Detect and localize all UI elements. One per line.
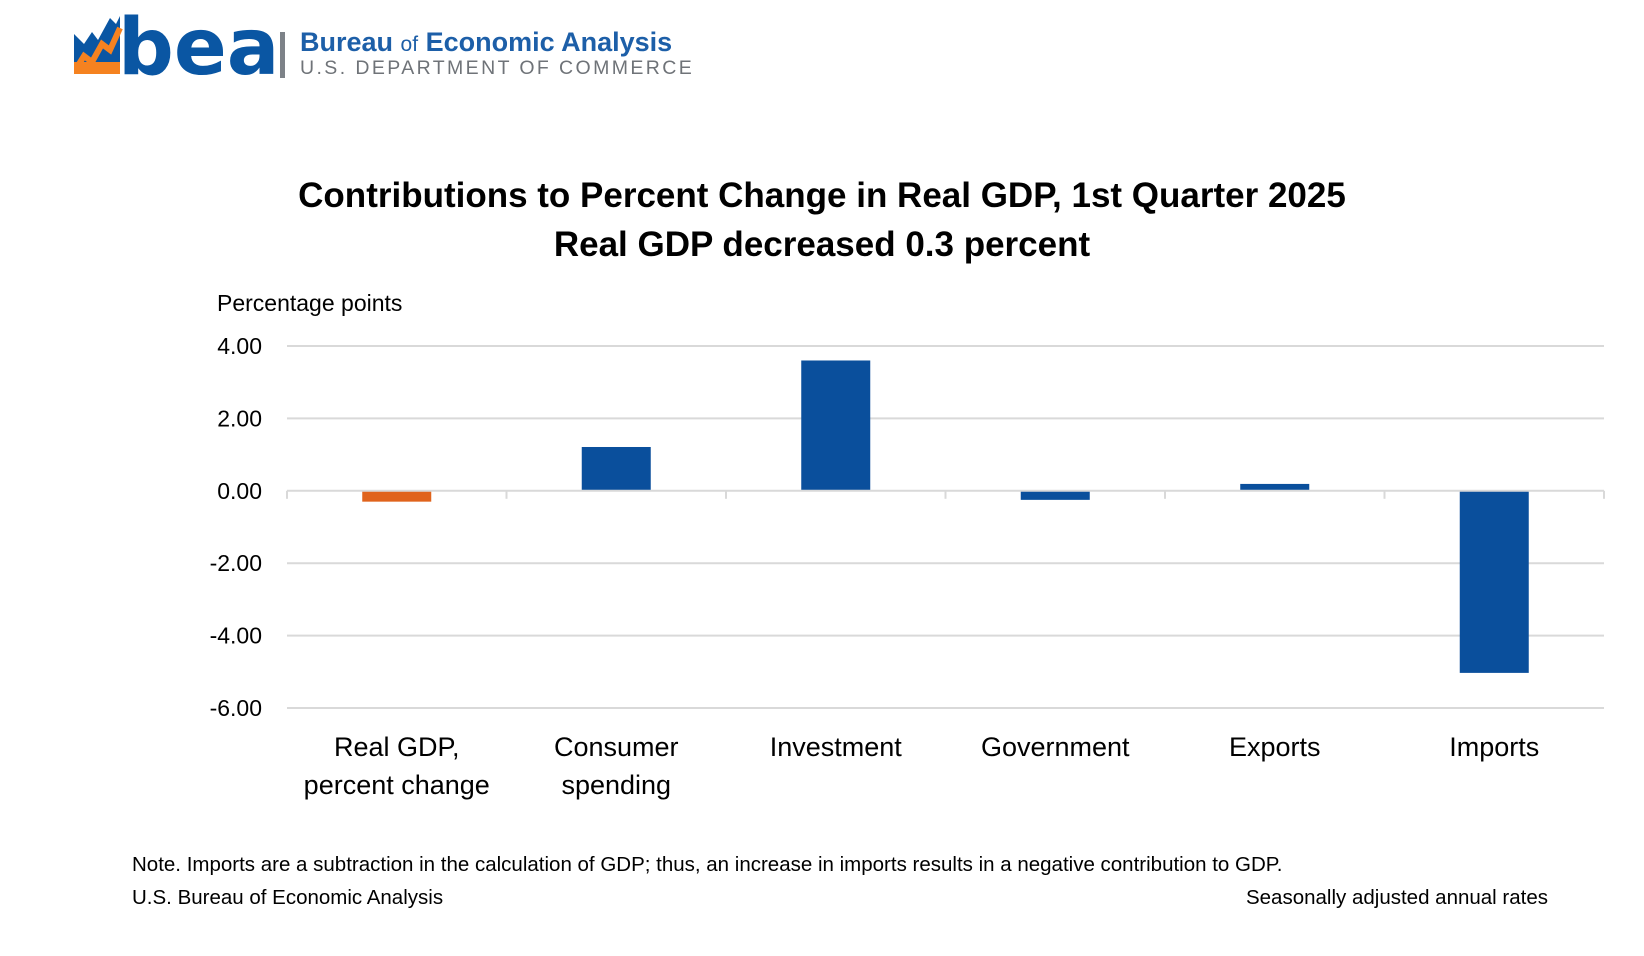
y-tick-label: -6.00	[210, 695, 262, 721]
bea-logo: bea	[74, 10, 279, 86]
gridlines	[287, 345, 1604, 709]
bar	[801, 360, 871, 491]
y-tick-label: 0.00	[217, 478, 262, 504]
org-name-part-2: Economic Analysis	[425, 27, 673, 57]
org-name-of: of	[400, 33, 419, 56]
logo-divider	[280, 32, 285, 78]
chart-title: Contributions to Percent Change in Real …	[298, 176, 1346, 215]
logo-emblem-icon	[74, 16, 123, 74]
bar	[362, 490, 432, 502]
y-axis-ticks: 4.00 2.00 0.00 -2.00 -4.00 -6.00	[210, 333, 262, 721]
bar	[1020, 490, 1090, 500]
x-category-label: spending	[561, 770, 671, 800]
y-axis-label: Percentage points	[217, 290, 403, 316]
bar	[1240, 483, 1310, 491]
y-tick-label: -2.00	[210, 550, 262, 576]
logo-wordmark: bea	[118, 10, 279, 86]
y-tick-label: -4.00	[210, 623, 262, 649]
org-name-part-1: Bureau	[300, 27, 394, 57]
bars	[362, 360, 1529, 673]
x-axis	[286, 489, 1605, 499]
x-category-label: Investment	[770, 732, 903, 762]
org-subtitle: U.S. DEPARTMENT OF COMMERCE	[300, 57, 695, 79]
org-name: Bureau of Economic Analysis	[300, 27, 672, 58]
footnote: Note. Imports are a subtraction in the c…	[132, 853, 1283, 876]
x-category-label: Exports	[1229, 732, 1321, 762]
x-category-label: percent change	[304, 770, 490, 800]
x-category-label: Consumer	[554, 732, 679, 762]
x-category-label: Government	[981, 732, 1130, 762]
source-label: U.S. Bureau of Economic Analysis	[132, 886, 444, 909]
rates-label: Seasonally adjusted annual rates	[1245, 886, 1548, 909]
chart-subtitle: Real GDP decreased 0.3 percent	[553, 225, 1091, 264]
x-category-label: Real GDP,	[334, 732, 460, 762]
x-category-label: Imports	[1449, 732, 1539, 762]
y-tick-label: 2.00	[217, 405, 262, 431]
x-axis-labels: Real GDP, percent change Consumer spending I…	[304, 732, 1540, 800]
bar	[581, 446, 651, 491]
bar	[1459, 490, 1529, 673]
bar-chart: 4.00 2.00 0.00 -2.00 -4.00 -6.00 Real GDP, per…	[210, 333, 1605, 800]
y-tick-label: 4.00	[217, 333, 262, 359]
